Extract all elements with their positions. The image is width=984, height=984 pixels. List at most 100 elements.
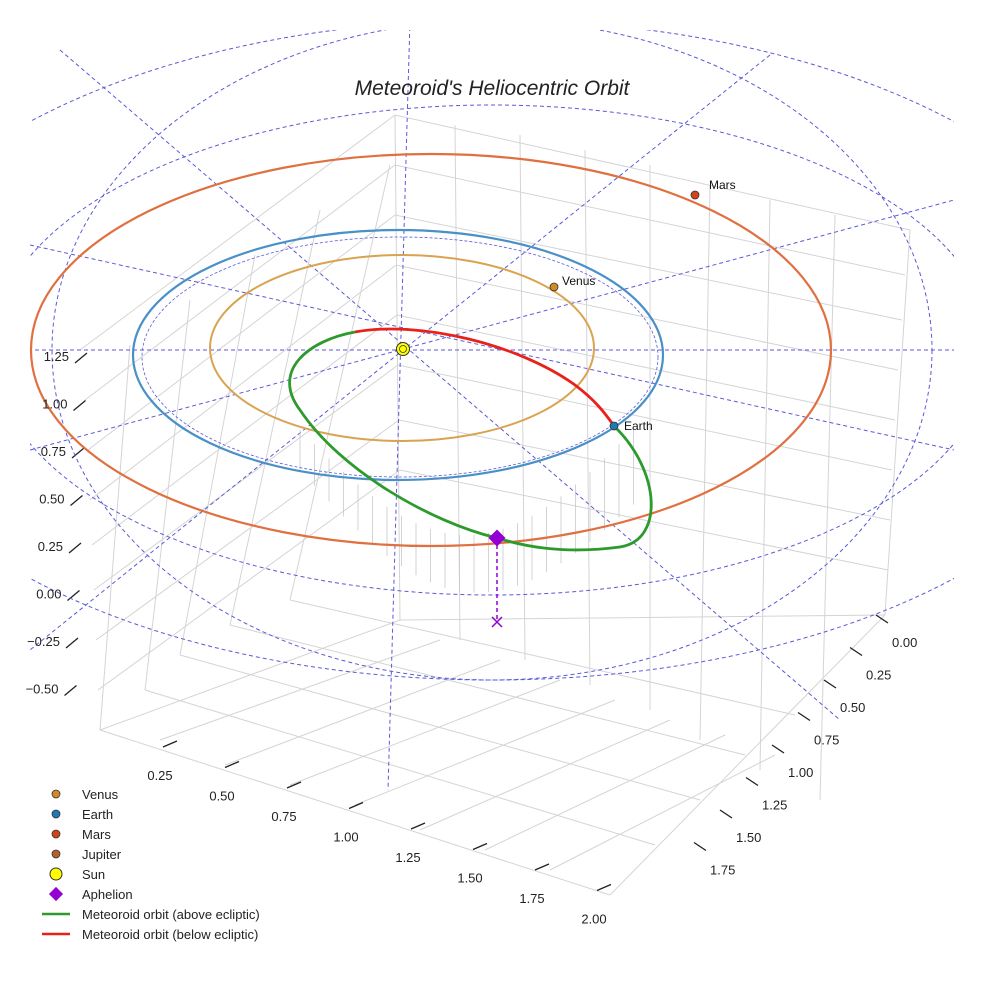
legend-item-venus: Venus xyxy=(51,787,119,802)
legend-swatch-sun xyxy=(49,867,63,881)
mars-label: Mars xyxy=(709,178,736,192)
z-tick-mark-6 xyxy=(65,637,79,649)
z-tick-mark-2 xyxy=(71,447,85,459)
legend-label: Jupiter xyxy=(82,847,122,862)
z-tick-label-7: −0.50 xyxy=(26,682,59,697)
chart-title: Meteoroid's Heliocentric Orbit xyxy=(355,77,631,100)
z-tick-mark-3 xyxy=(70,495,83,506)
legend-label: Aphelion xyxy=(82,887,133,902)
x-tick-label-0: 0.25 xyxy=(147,768,172,783)
x-tick-mark-3 xyxy=(348,801,364,810)
earth-label: Earth xyxy=(624,419,653,433)
y-tick-mark-4 xyxy=(771,744,785,754)
earth-orbit xyxy=(131,228,665,482)
aphelion-marker xyxy=(488,529,506,547)
x-tick-mark-0 xyxy=(162,740,178,748)
legend-item-aphelion: Aphelion xyxy=(48,886,133,902)
z-tick-mark-1 xyxy=(73,400,86,411)
legend-swatch-diamond xyxy=(48,886,64,902)
legend-item-meteoroid-orbit-below-ecliptic-: Meteoroid orbit (below ecliptic) xyxy=(42,927,258,942)
guide-ray-4 xyxy=(30,244,954,451)
guide-ray-1 xyxy=(387,30,411,790)
z-tick-label-2: 0.75 xyxy=(41,444,66,459)
x-tick-mark-4 xyxy=(410,822,426,830)
x-tick-mark-5 xyxy=(472,842,488,851)
legend-item-jupiter: Jupiter xyxy=(51,847,122,862)
y-tick-label-3: 0.75 xyxy=(814,733,839,748)
legend-item-mars: Mars xyxy=(51,827,111,842)
z-tick-mark-7 xyxy=(64,685,77,696)
legend: Venus Earth Mars Jupiter Sun Aphelion Meteoroi… xyxy=(42,787,260,942)
venus-orbit xyxy=(209,254,595,442)
z-axis-ticks: 1.25 1.00 0.75 0.50 0.25 0.00 −0.25 −0.50 xyxy=(26,349,69,697)
earth-marker xyxy=(609,421,619,431)
y-tick-mark-7 xyxy=(693,841,707,852)
earth-orbit-inner xyxy=(141,236,659,478)
y-tick-label-2: 0.50 xyxy=(840,700,865,715)
ecliptic-guides xyxy=(30,30,954,790)
axis-tick-marks xyxy=(64,352,889,892)
x-tick-mark-2 xyxy=(286,781,302,789)
y-tick-mark-2 xyxy=(823,679,837,689)
x-tick-label-6: 1.75 xyxy=(519,891,544,906)
z-tick-label-3: 0.50 xyxy=(39,492,64,507)
legend-label: Earth xyxy=(82,807,113,822)
y-tick-mark-3 xyxy=(797,711,811,722)
legend-item-sun: Sun xyxy=(49,867,105,882)
x-tick-mark-6 xyxy=(534,863,550,871)
aphelion-projection-cross xyxy=(491,616,503,628)
y-tick-mark-1 xyxy=(849,646,863,657)
venus-marker xyxy=(549,282,559,292)
legend-label: Meteoroid orbit (above ecliptic) xyxy=(82,907,260,922)
z-tick-label-5: 0.00 xyxy=(36,587,61,602)
y-axis-ticks: 0.00 0.25 0.50 0.75 1.00 1.25 1.50 1.75 xyxy=(710,635,917,878)
mars-orbit xyxy=(29,152,833,548)
y-tick-label-1: 0.25 xyxy=(866,668,891,683)
legend-label: Meteoroid orbit (below ecliptic) xyxy=(82,927,258,942)
z-tick-label-4: 0.25 xyxy=(38,539,63,554)
z-tick-label-6: −0.25 xyxy=(27,634,60,649)
mars-marker xyxy=(690,190,700,200)
z-tick-mark-0 xyxy=(74,352,88,364)
y-tick-mark-6 xyxy=(719,809,733,819)
guide-ray-5 xyxy=(30,199,954,451)
venus-label: Venus xyxy=(562,274,595,288)
meteoroid-orbit-below xyxy=(354,327,616,427)
guide-ray-3 xyxy=(30,54,771,651)
guide-ellipse-0 xyxy=(30,104,954,596)
guide-ray-2 xyxy=(59,49,841,721)
legend-swatch-dot xyxy=(51,829,61,839)
x-tick-mark-7 xyxy=(596,883,612,892)
x-tick-label-2: 0.75 xyxy=(271,809,296,824)
y-tick-label-0: 0.00 xyxy=(892,635,917,650)
z-tick-mark-4 xyxy=(68,542,82,554)
legend-swatch-dot xyxy=(51,809,61,819)
y-tick-label-7: 1.75 xyxy=(710,863,735,878)
legend-label: Sun xyxy=(82,867,105,882)
y-tick-mark-0 xyxy=(875,614,889,624)
legend-label: Mars xyxy=(82,827,111,842)
z-tick-label-1: 1.00 xyxy=(42,397,67,412)
y-tick-mark-5 xyxy=(745,776,759,787)
y-tick-label-6: 1.50 xyxy=(736,830,761,845)
legend-item-meteoroid-orbit-above-ecliptic-: Meteoroid orbit (above ecliptic) xyxy=(42,907,260,922)
x-tick-label-1: 0.50 xyxy=(209,789,234,804)
y-tick-label-4: 1.00 xyxy=(788,765,813,780)
z-tick-mark-5 xyxy=(67,590,80,601)
x-axis-ticks: 0.25 0.50 0.75 1.00 1.25 1.50 1.75 2.00 xyxy=(147,768,606,927)
orbit-projection-stems xyxy=(299,430,634,593)
y-tick-label-5: 1.25 xyxy=(762,798,787,813)
x-tick-label-7: 2.00 xyxy=(581,912,606,927)
grid-lines xyxy=(79,114,911,896)
sun-marker xyxy=(396,342,410,356)
z-tick-label-0: 1.25 xyxy=(44,349,69,364)
legend-swatch-dot xyxy=(51,849,61,859)
legend-swatch-dot xyxy=(51,789,61,799)
x-tick-mark-1 xyxy=(224,760,240,769)
legend-item-earth: Earth xyxy=(51,807,113,822)
legend-label: Venus xyxy=(82,787,119,802)
x-tick-label-4: 1.25 xyxy=(395,850,420,865)
x-tick-label-5: 1.50 xyxy=(457,871,482,886)
x-tick-label-3: 1.00 xyxy=(333,830,358,845)
